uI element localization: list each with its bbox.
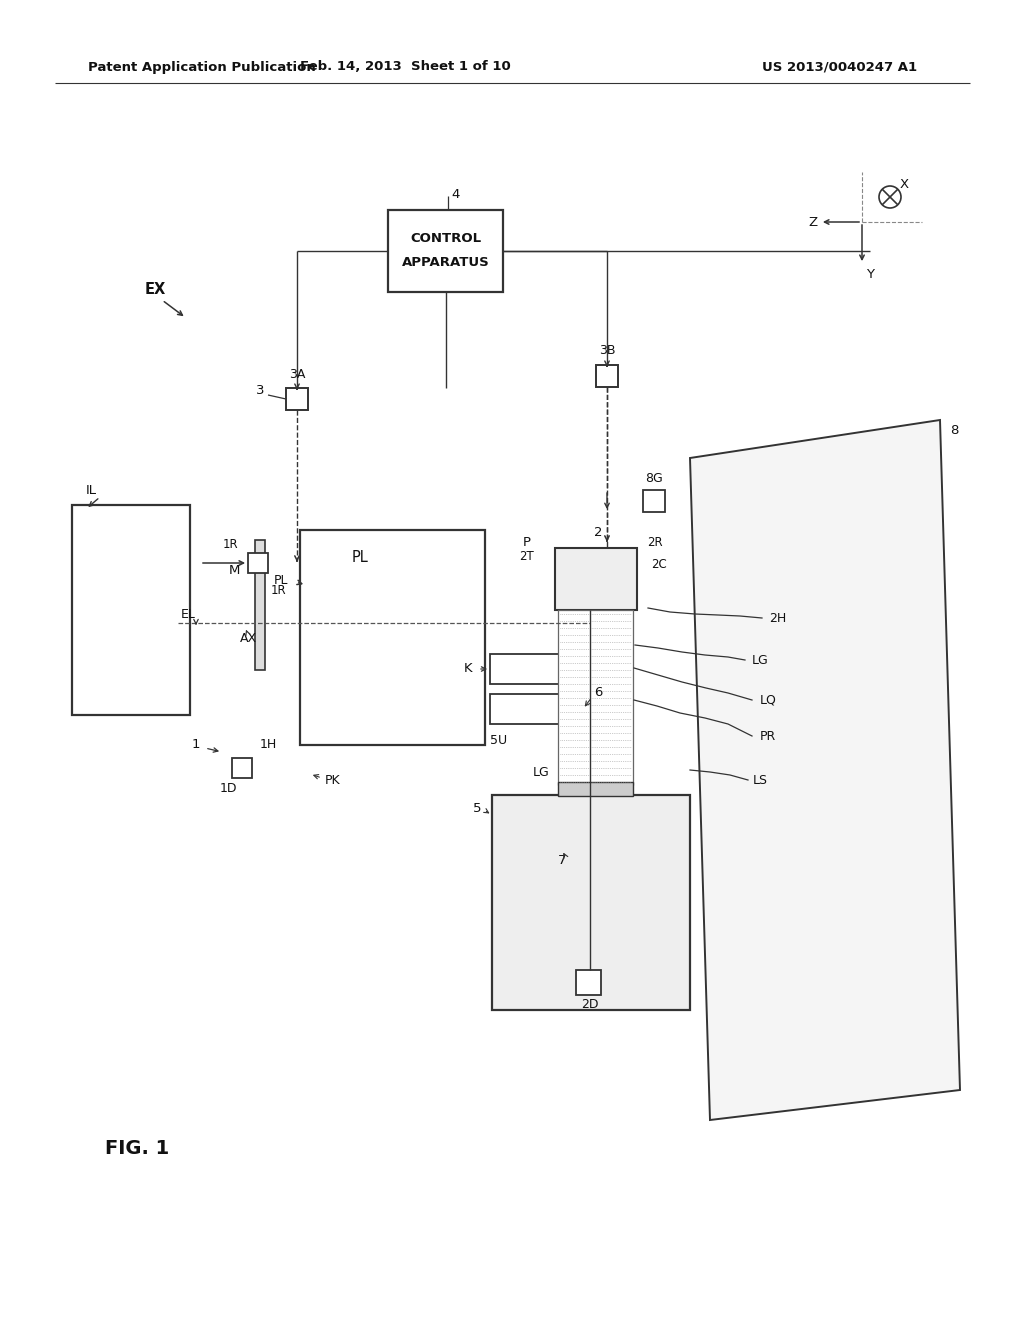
Text: PL: PL [273,573,288,586]
Text: APPARATUS: APPARATUS [401,256,489,268]
Text: 8G: 8G [645,471,663,484]
Text: 1D: 1D [219,781,237,795]
Text: 8: 8 [950,424,958,437]
Text: 1: 1 [191,738,200,751]
Text: 3: 3 [256,384,264,396]
Text: Z: Z [808,215,817,228]
Bar [492,795,690,1010]
Text: 2R: 2R [647,536,663,549]
Text: LG: LG [752,653,768,667]
Bar [388,210,503,292]
Bar [643,490,665,512]
Text: 5: 5 [473,801,481,814]
Bar [255,540,265,671]
Bar [286,388,308,411]
Text: PK: PK [325,774,341,787]
Text: PR: PR [760,730,776,742]
Bar [300,531,485,744]
Text: IL: IL [86,483,97,496]
Text: 1R: 1R [222,539,238,552]
Text: 3A: 3A [289,367,305,380]
Text: 2T: 2T [519,549,535,562]
Text: EX: EX [144,282,166,297]
Text: X: X [899,178,908,191]
Text: M: M [228,564,240,577]
Text: Patent Application Publication: Patent Application Publication [88,61,315,74]
Bar [555,548,637,610]
Bar [490,694,578,723]
Text: 2H: 2H [769,611,786,624]
Text: LS: LS [753,774,768,787]
Bar [72,506,190,715]
Text: AX: AX [240,632,257,645]
Text: Feb. 14, 2013  Sheet 1 of 10: Feb. 14, 2013 Sheet 1 of 10 [300,61,510,74]
Text: LG: LG [534,767,550,780]
Text: US 2013/0040247 A1: US 2013/0040247 A1 [762,61,918,74]
Text: FIG. 1: FIG. 1 [105,1138,169,1158]
Text: 3B: 3B [599,345,615,358]
Text: 1H: 1H [259,738,276,751]
Text: K: K [464,663,472,676]
Text: 4: 4 [452,187,460,201]
Text: Y: Y [866,268,874,281]
Bar [490,653,578,684]
Bar [558,610,633,785]
Polygon shape [690,420,961,1119]
Text: 2: 2 [594,525,602,539]
Text: 7: 7 [558,854,566,866]
Bar [558,781,633,796]
Text: LQ: LQ [760,693,776,706]
Text: 5U: 5U [490,734,507,747]
Text: 2C: 2C [651,557,667,570]
Bar [232,758,252,777]
Text: CONTROL: CONTROL [410,231,481,244]
Text: 6: 6 [594,685,602,698]
Text: PL: PL [351,550,369,565]
Bar [575,970,601,995]
Text: EL: EL [181,609,196,622]
Bar [596,366,618,387]
Text: P: P [523,536,531,549]
Bar [248,553,268,573]
Text: 1R: 1R [270,583,286,597]
Text: 2D: 2D [582,998,599,1011]
